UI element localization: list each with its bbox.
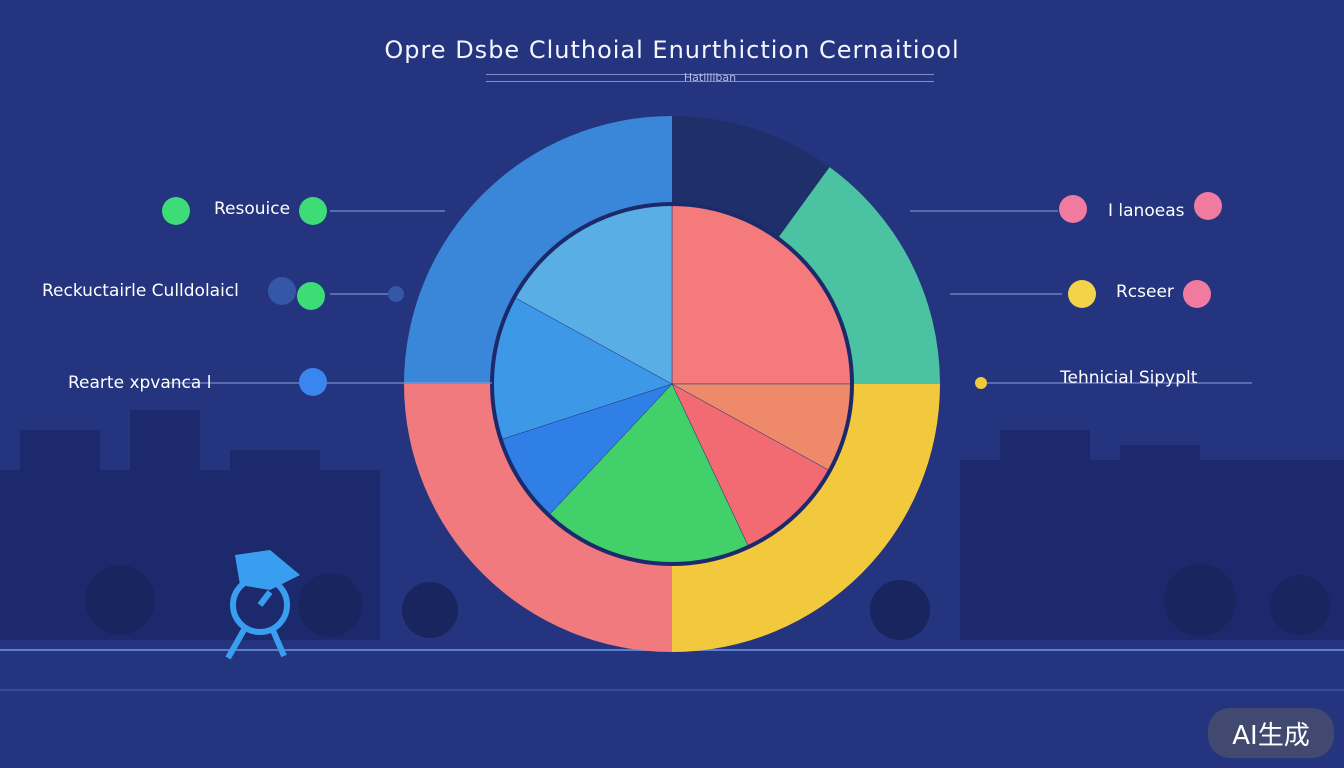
research-chart-icon (1183, 280, 1211, 308)
pie-border (490, 202, 854, 566)
chart-subtitle: Hatilliban (683, 71, 737, 84)
outer-ring (404, 116, 940, 652)
subtitle-rule (486, 74, 934, 82)
outer-ring-segment (672, 384, 940, 652)
manoeas-badge-icon (1059, 195, 1087, 223)
research-bulb-icon (1068, 280, 1096, 308)
ai-generated-badge: AI生成 (1208, 708, 1334, 758)
chart-title: Opre Dsbe Cluthoial Enurthiction Cernait… (384, 36, 960, 64)
culture-chat-icon (268, 277, 296, 305)
inner-pie (490, 202, 854, 566)
expansion-globe-icon (299, 368, 327, 396)
legend-label-technicial: Tehnicial Sipyplt (1060, 368, 1198, 388)
outer-ring-segment (777, 167, 940, 384)
background-trees (85, 564, 1330, 640)
manoeas-tool-icon (1194, 192, 1222, 220)
outer-ring-segment (404, 384, 672, 652)
leader-dot (975, 377, 987, 389)
blue-bird-icon (235, 550, 300, 590)
legend-label-resouice: Resouice (214, 199, 291, 219)
category-icons (162, 192, 1222, 396)
legend-label-rearte: Rearte xpvanca l (68, 373, 212, 393)
resource-hand-icon (162, 197, 190, 225)
resource-tool-icon (299, 197, 327, 225)
legend-label-rcseer: Rcseer (1116, 282, 1174, 302)
leader-lines (168, 210, 1252, 389)
outer-ring-segment (404, 116, 672, 384)
leader-dot (388, 286, 404, 302)
legend-label-reckuctairle: Reckuctairle Culldolaicl (42, 281, 239, 301)
culture-leaf-icon (297, 282, 325, 310)
legend-label-lanoeas: I lanoeas (1108, 201, 1185, 221)
